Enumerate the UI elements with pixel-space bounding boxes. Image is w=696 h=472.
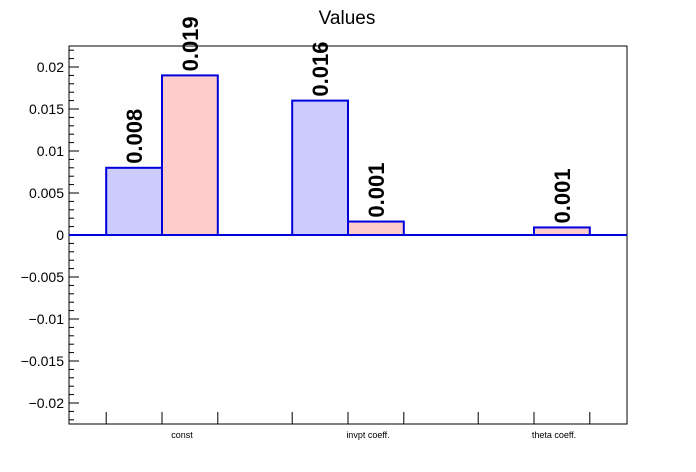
data-labels: 0.008 0.016 0.019 0.001 0.001 (122, 16, 575, 223)
data-label: 0.008 (122, 109, 147, 164)
y-tick-label: −0.005 (21, 269, 64, 285)
bar (347, 220, 405, 236)
data-label: 0.016 (308, 42, 333, 97)
bar (291, 99, 350, 236)
y-tick-label: 0.005 (29, 185, 64, 201)
data-label: 0.019 (178, 16, 203, 71)
y-tick-label: −0.01 (29, 311, 65, 327)
y-tick-label: 0.01 (37, 143, 64, 159)
y-tick-label: 0 (56, 227, 64, 243)
x-category-label: const (171, 430, 193, 440)
x-category-label: theta coeff. (532, 430, 576, 440)
data-label: 0.001 (364, 162, 389, 217)
y-tick-label: −0.02 (29, 395, 65, 411)
y-tick-label: 0.015 (29, 101, 64, 117)
bar (105, 166, 163, 236)
bar (161, 74, 219, 237)
data-label: 0.001 (550, 168, 575, 223)
y-tick-label: 0.02 (37, 59, 64, 75)
bar (533, 226, 591, 237)
bars (105, 74, 591, 237)
x-category-label: invpt coeff. (346, 430, 389, 440)
chart-title: Values (319, 8, 376, 29)
y-tick-label: −0.015 (21, 353, 64, 369)
